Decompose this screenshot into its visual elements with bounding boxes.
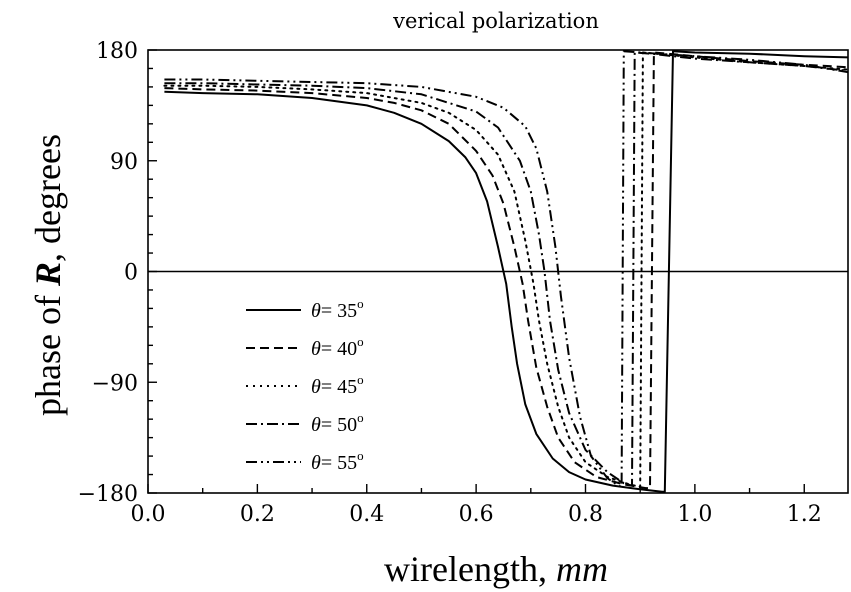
y-axis-title: phase of R, degrees [28, 134, 68, 416]
x-tick-label: 0.0 [131, 502, 166, 527]
legend-label-theta-45: θ= 45o [311, 372, 364, 398]
y-axis: 180 90 0 −90 −180 [78, 39, 157, 507]
legend-label-theta-55: θ= 55o [311, 448, 364, 474]
legend-degree-mark: o [357, 296, 364, 311]
y-axis-title-symbol: R [28, 262, 68, 287]
x-axis: 0.0 0.2 0.4 0.6 0.8 1.0 1.2 [131, 484, 822, 527]
x-axis-title: wirelength, mm [384, 549, 608, 589]
legend-label-theta-35: θ= 35o [311, 296, 364, 322]
x-tick-label: 0.2 [240, 502, 275, 527]
legend-angle-text: = 35 [321, 300, 357, 322]
y-tick-label: 0 [124, 261, 138, 286]
series-line-theta-45 [163, 51, 849, 488]
series-line-theta-55 [164, 50, 849, 488]
y-tick-label: −180 [78, 482, 138, 507]
legend-label-theta-50: θ= 50o [311, 410, 364, 436]
series-line-theta-40 [164, 51, 849, 490]
y-axis-title-prefix: phase of [28, 286, 68, 416]
y-tick-label: 180 [96, 39, 138, 64]
y-axis-title-suffix: , degrees [28, 134, 68, 262]
series-lines [163, 50, 849, 493]
x-tick-label: 0.6 [459, 502, 494, 527]
x-tick-label: 0.4 [349, 502, 384, 527]
series-line-theta-50 [164, 51, 849, 487]
legend-angle-text: = 55 [321, 452, 357, 474]
legend-theta-symbol: θ [311, 338, 321, 360]
legend-theta-symbol: θ [311, 376, 321, 398]
legend-angle-text: = 40 [321, 338, 357, 360]
legend-label-theta-40: θ= 40o [311, 334, 364, 360]
legend-angle-text: = 50 [321, 414, 357, 436]
legend-theta-symbol: θ [311, 414, 321, 436]
legend-degree-mark: o [357, 334, 364, 349]
legend-theta-symbol: θ [311, 452, 321, 474]
legend-degree-mark: o [357, 410, 364, 425]
x-axis-title-unit: mm [556, 549, 608, 589]
y-tick-label: −90 [92, 371, 138, 396]
x-tick-label: 1.2 [787, 502, 822, 527]
legend-degree-mark: o [357, 372, 364, 387]
chart-title: verical polarization [392, 9, 599, 33]
legend-theta-symbol: θ [311, 300, 321, 322]
x-axis-title-label: wirelength, [384, 549, 556, 589]
x-tick-label: 1.0 [677, 502, 712, 527]
y-tick-label: 90 [110, 150, 138, 175]
x-tick-label: 0.8 [568, 502, 603, 527]
legend-angle-text: = 45 [321, 376, 357, 398]
series-line-theta-35 [164, 50, 849, 493]
legend-degree-mark: o [357, 448, 364, 463]
